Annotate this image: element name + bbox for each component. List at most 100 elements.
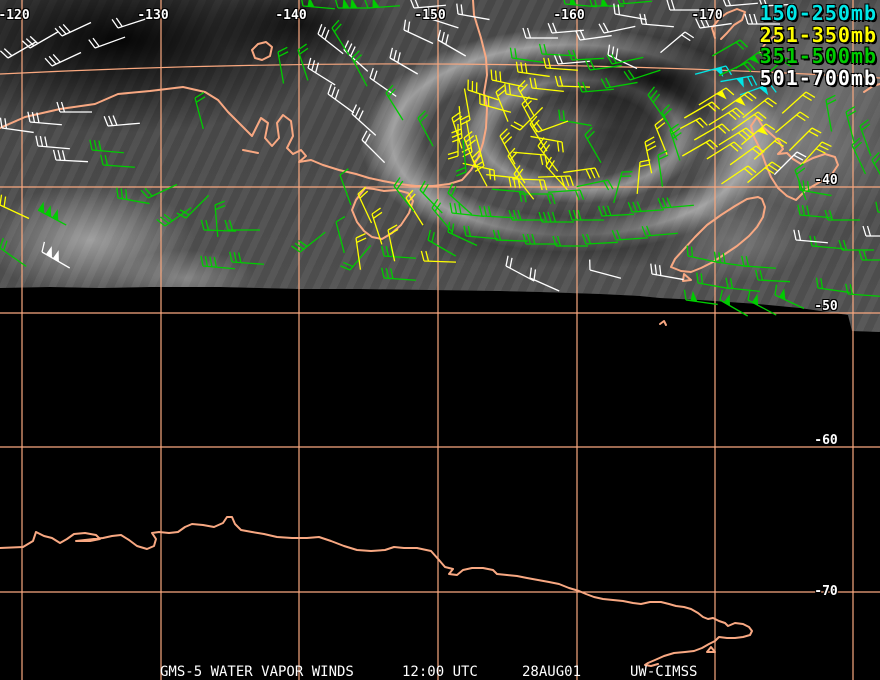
- wind-barb: [708, 107, 745, 126]
- wind-barb: [851, 137, 867, 175]
- lon-label: -130: [137, 8, 169, 23]
- wind-barb: [875, 201, 880, 216]
- wind-barb: [754, 269, 790, 283]
- wind-barb: [537, 137, 559, 172]
- wind-barb: [800, 141, 832, 167]
- pressure-level-legend: 150-250mb 251-350mb 351-500mb 501-700mb: [759, 1, 877, 89]
- wind-barb: [744, 13, 780, 25]
- wind-barb: [606, 53, 644, 65]
- wind-barb: [671, 117, 708, 134]
- wind-barb: [515, 61, 550, 78]
- wind-barb: [775, 111, 810, 134]
- wind-barb: [660, 31, 695, 54]
- wind-barb: [357, 186, 373, 224]
- wind-barb: [176, 194, 210, 219]
- wind-barb: [627, 201, 664, 213]
- wind-barb: [636, 159, 651, 194]
- wind-barb: [613, 171, 633, 204]
- wind-barb: [581, 233, 618, 245]
- wind-barb: [297, 43, 309, 81]
- lon-label: -120: [0, 8, 30, 23]
- caption-segment: GMS-5 WATER VAPOR WINDS: [160, 664, 354, 680]
- wind-barb: [845, 283, 880, 297]
- wind-barb: [747, 289, 777, 316]
- wind-barb: [686, 245, 720, 264]
- wind-barb: [600, 77, 638, 89]
- wind-barb: [757, 0, 794, 7]
- wind-barb: [508, 209, 544, 221]
- wind-barb: [369, 67, 397, 97]
- wind-barb: [495, 84, 509, 122]
- wind-barb: [103, 115, 140, 127]
- wind-barb: [409, 0, 446, 9]
- wind-barb: [721, 91, 757, 111]
- legend-item: 351-500mb: [759, 44, 877, 68]
- wind-barb: [731, 111, 767, 131]
- wind-barb: [403, 19, 434, 45]
- wind-barb: [37, 201, 67, 226]
- legend-item: 150-250mb: [759, 1, 877, 25]
- wind-barb: [554, 75, 591, 88]
- wind-barb: [639, 13, 674, 28]
- wind-barb: [721, 165, 757, 185]
- wind-barb: [718, 61, 756, 77]
- wind-barb: [683, 101, 721, 119]
- wind-barb: [794, 163, 807, 201]
- lat-label: -50: [814, 299, 838, 314]
- wind-barb: [307, 57, 336, 86]
- wind-barb: [351, 104, 377, 136]
- wind-barb: [420, 250, 457, 263]
- wind-barb: [545, 156, 568, 191]
- wind-barb: [761, 57, 796, 80]
- wind-barb: [538, 43, 574, 57]
- wind-barb: [513, 165, 535, 200]
- wind-barb: [52, 149, 88, 163]
- wind-barb: [753, 137, 788, 160]
- wind-barb: [522, 233, 558, 245]
- wind-barb: [517, 79, 535, 117]
- wind-barb: [471, 150, 488, 187]
- wind-barb: [200, 255, 235, 270]
- wind-barb: [568, 209, 604, 221]
- wind-barb: [486, 174, 521, 189]
- wind-barb: [447, 124, 459, 160]
- wind-barb: [467, 79, 499, 101]
- wind-barb: [156, 207, 192, 227]
- wind-barb: [725, 277, 760, 292]
- wind-barb: [389, 47, 419, 75]
- wind-barb: [340, 245, 372, 271]
- wind-barb: [459, 88, 471, 126]
- wind-barb: [490, 69, 524, 88]
- wind-barb: [552, 235, 588, 247]
- wind-barb: [558, 109, 592, 127]
- wind-barb: [463, 225, 498, 240]
- wind-barb: [529, 267, 560, 292]
- wind-barb: [437, 29, 467, 57]
- wind-barb: [547, 22, 584, 34]
- wind-barb: [647, 86, 667, 122]
- wind-barb: [815, 277, 850, 294]
- wind-barb: [563, 167, 600, 180]
- wind-barb: [351, 50, 368, 87]
- wind-barb: [548, 189, 585, 201]
- caption: GMS-5 WATER VAPOR WINDS 12:00 UTC 28AUG01 U…: [0, 665, 880, 679]
- lon-label: -170: [691, 8, 723, 23]
- wind-barb: [224, 219, 260, 231]
- wind-barb: [371, 207, 383, 245]
- wind-barb: [657, 150, 669, 187]
- legend-item: 251-350mb: [759, 22, 877, 47]
- wind-barb: [381, 267, 416, 281]
- wind-barb: [781, 91, 816, 114]
- wind-barb: [89, 139, 124, 154]
- wind-barb: [277, 46, 289, 84]
- lon-label: -150: [414, 8, 446, 23]
- wind-barb: [510, 106, 544, 131]
- wind-barb: [492, 229, 529, 242]
- wind-barb: [100, 154, 135, 168]
- wind-barb: [88, 36, 126, 49]
- wind-barb: [229, 251, 264, 265]
- wind-barb: [194, 91, 206, 130]
